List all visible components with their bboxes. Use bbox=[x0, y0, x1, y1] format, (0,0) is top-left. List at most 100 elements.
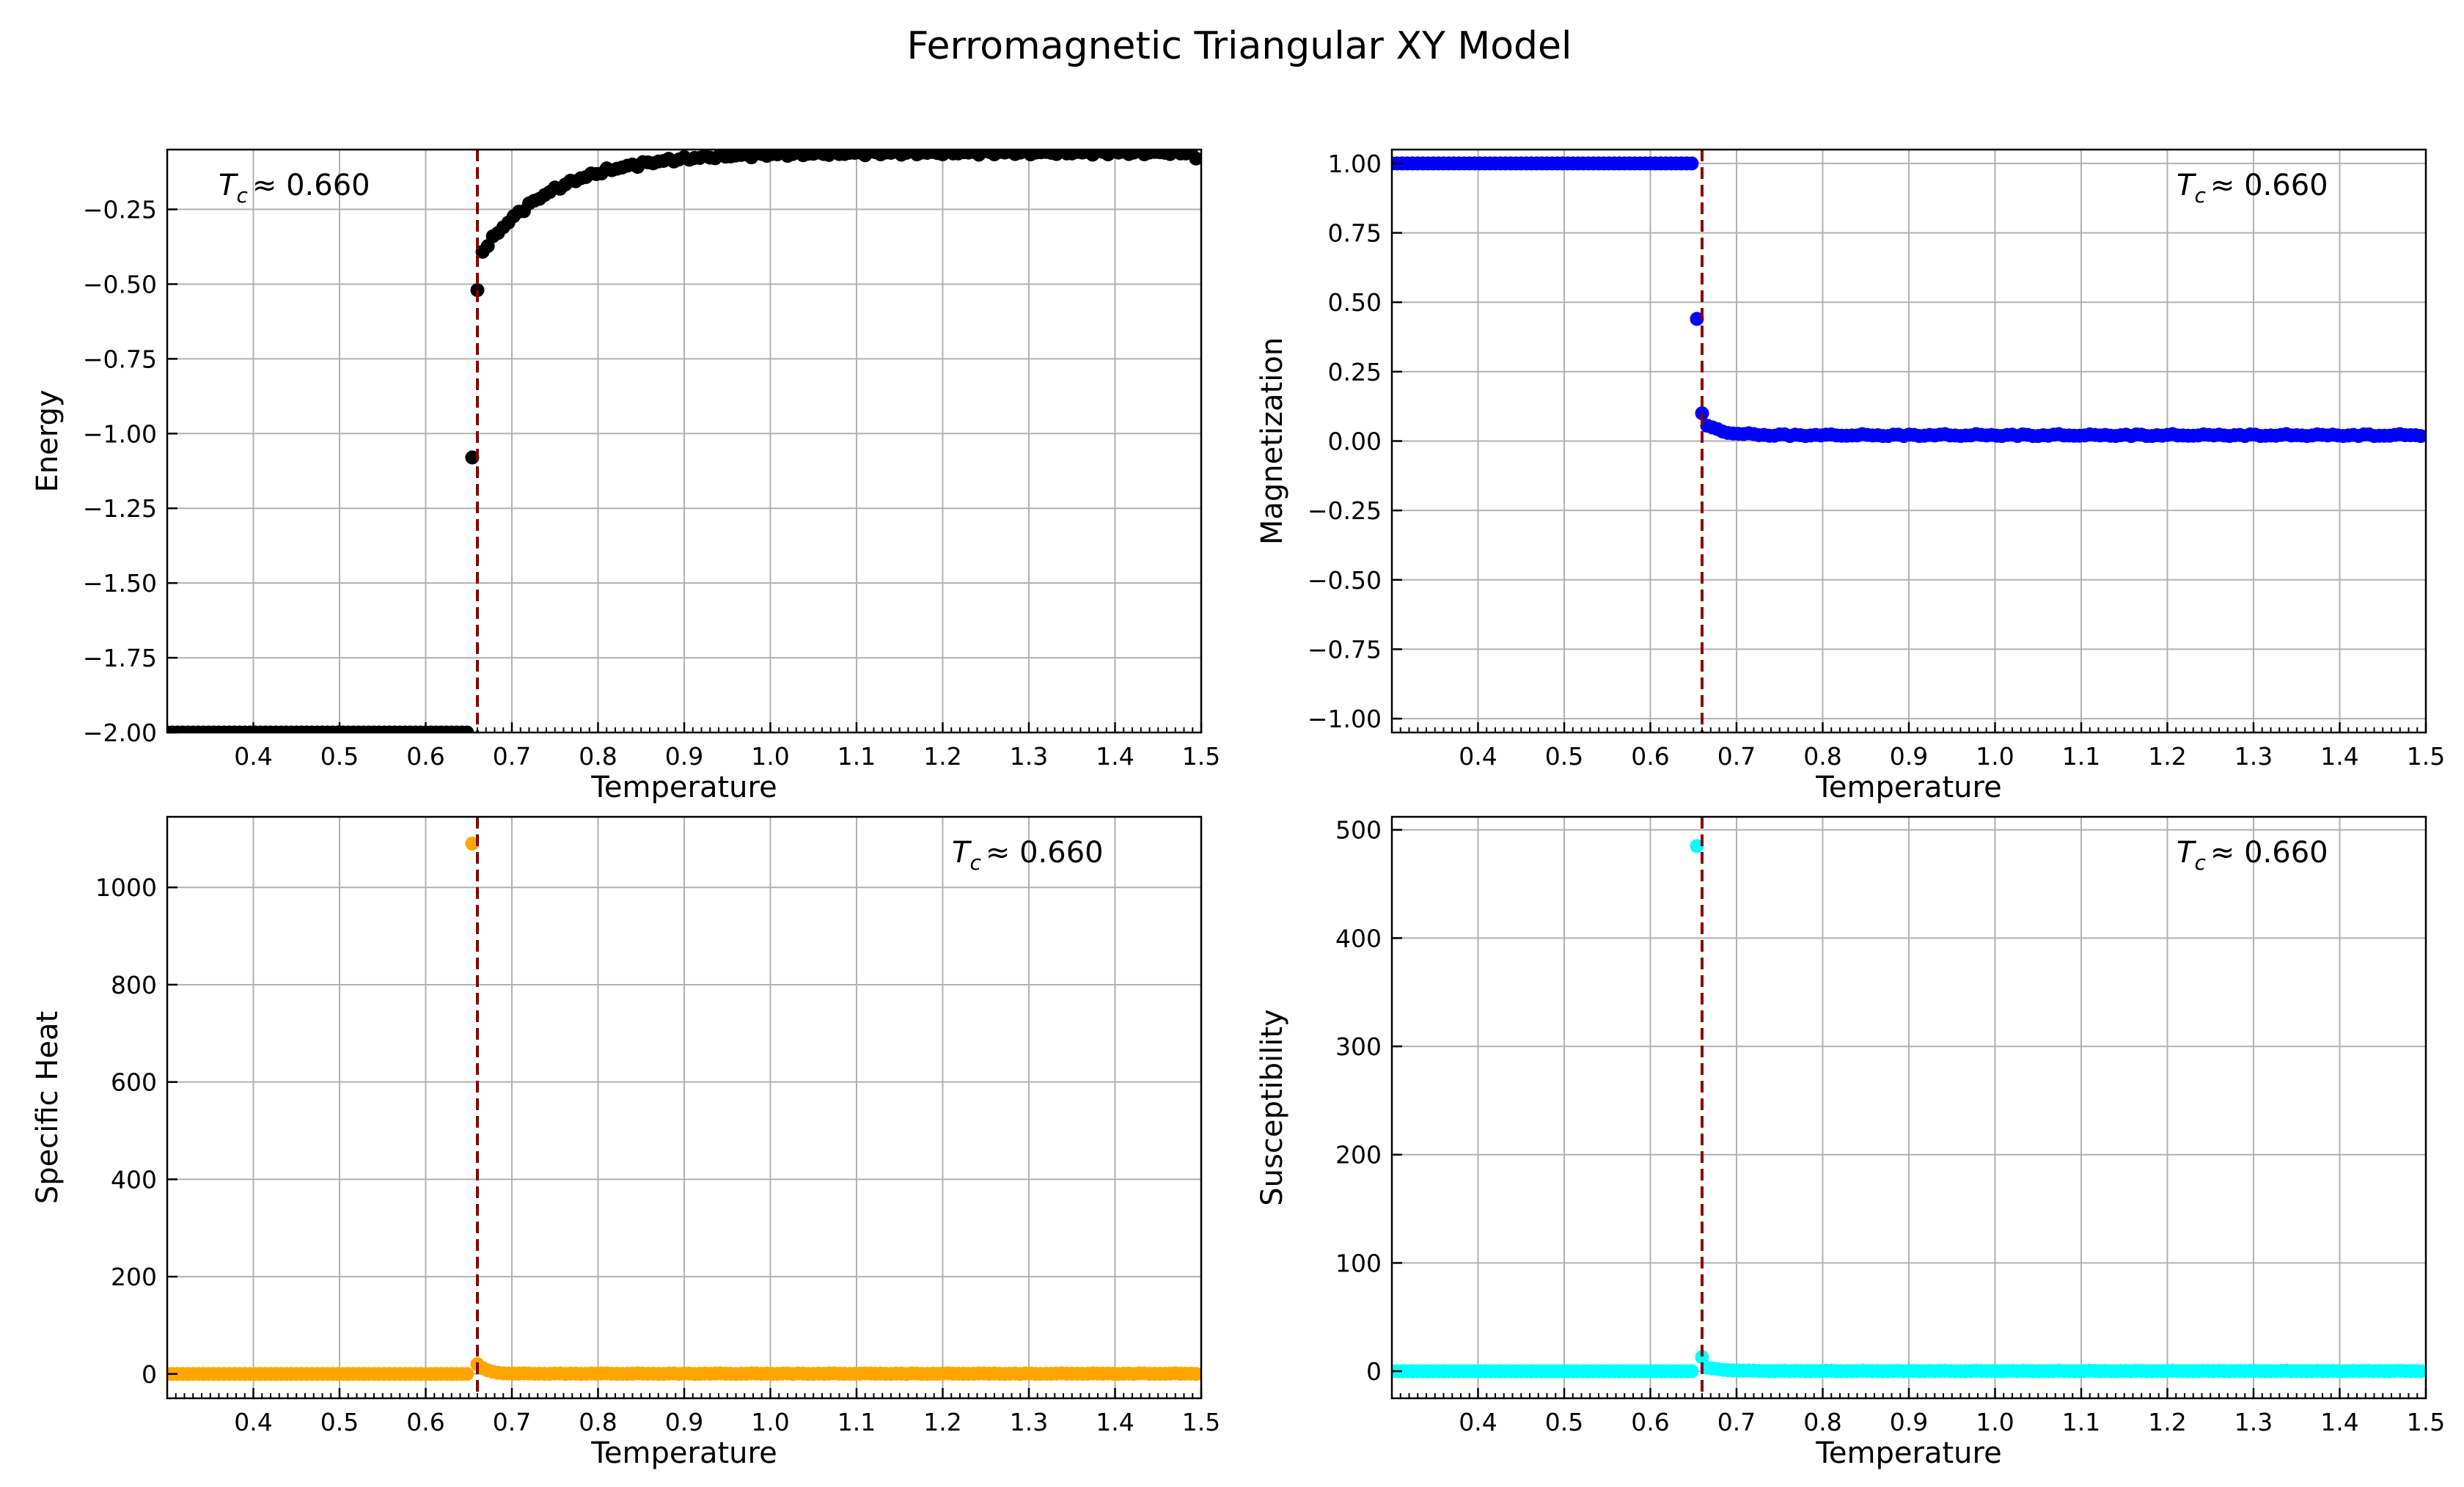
data-point bbox=[2413, 1364, 2426, 1378]
grid bbox=[1392, 817, 2427, 1398]
y-tick-label: 1000 bbox=[95, 873, 157, 902]
tc-symbol: T bbox=[2177, 836, 2197, 870]
x-tick-label: 1.3 bbox=[1010, 742, 1048, 771]
x-tick-label: 0.6 bbox=[406, 742, 444, 771]
x-tick-label: 1.5 bbox=[2407, 742, 2445, 771]
critical-temperature-label: Tc ≈ 0.660 bbox=[2177, 836, 2328, 875]
x-ticks: 0.4 0.5 0.6 0.7 0.8 0.9 1.0 1.1 1.2 1.3 1.4 1.5 bbox=[175, 1388, 1220, 1436]
grid bbox=[167, 817, 1202, 1398]
x-tick-label: 0.7 bbox=[493, 1408, 531, 1436]
y-tick-label: 800 bbox=[111, 971, 157, 999]
x-tick-label: 1.1 bbox=[837, 1408, 876, 1436]
y-tick-label: 400 bbox=[111, 1165, 157, 1194]
y-axis-label: Energy bbox=[31, 389, 65, 492]
data-point bbox=[1189, 151, 1201, 166]
data-points bbox=[167, 150, 1201, 733]
y-tick-label: 200 bbox=[111, 1263, 157, 1291]
y-tick-label: −1.75 bbox=[83, 644, 157, 672]
y-ticks: 0 100 200 300 400 500 bbox=[1335, 816, 1402, 1386]
x-tick-label: 0.9 bbox=[1890, 1408, 1928, 1436]
x-tick-label: 1.0 bbox=[1976, 1408, 2014, 1436]
y-axis-label: Susceptibility bbox=[1255, 1009, 1289, 1205]
x-tick-label: 0.5 bbox=[1545, 1408, 1583, 1436]
data-point bbox=[2413, 429, 2426, 444]
x-tick-label: 0.7 bbox=[1717, 1408, 1756, 1436]
x-tick-label: 0.8 bbox=[579, 1408, 617, 1436]
x-tick-label: 1.3 bbox=[1010, 1408, 1048, 1436]
tc-subscript: c bbox=[236, 183, 248, 208]
x-tick-label: 1.0 bbox=[1976, 742, 2014, 771]
tc-subscript: c bbox=[2194, 851, 2206, 875]
chart-panel-top-left: 0.4 0.5 0.6 0.7 0.8 0.9 1.0 1.1 1.2 1.3 1.4 1.5 −2.0… bbox=[31, 148, 1220, 804]
x-tick-label: 1.5 bbox=[1182, 1408, 1220, 1436]
x-tick-label: 0.4 bbox=[1459, 1408, 1497, 1436]
x-tick-label: 0.4 bbox=[1459, 742, 1497, 771]
x-tick-label: 1.3 bbox=[2234, 1408, 2273, 1436]
x-tick-label: 0.6 bbox=[406, 1408, 444, 1436]
y-ticks: −1.00 −0.75 −0.50 −0.25 0.00 0.25 0.50 0.75 1.00 bbox=[1308, 150, 1402, 733]
y-axis-label: Magnetization bbox=[1255, 337, 1289, 545]
x-tick-label: 0.8 bbox=[1803, 742, 1841, 771]
data-points bbox=[167, 836, 1201, 1381]
x-tick-label: 0.6 bbox=[1631, 1408, 1669, 1436]
x-tick-label: 0.4 bbox=[234, 742, 272, 771]
figure-title: Ferromagnetic Triangular XY Model bbox=[906, 24, 1572, 68]
data-points bbox=[1392, 839, 2426, 1378]
y-tick-label: 0 bbox=[1366, 1357, 1382, 1386]
x-tick-label: 0.7 bbox=[493, 742, 531, 771]
y-tick-label: 0 bbox=[142, 1360, 157, 1389]
y-tick-label: 0.75 bbox=[1328, 219, 1382, 248]
tc-value: ≈ 0.660 bbox=[2210, 169, 2328, 202]
y-tick-label: 0.25 bbox=[1328, 358, 1382, 386]
y-tick-label: −0.50 bbox=[1308, 566, 1382, 595]
tc-value: ≈ 0.660 bbox=[252, 169, 370, 202]
x-tick-label: 1.5 bbox=[1182, 742, 1220, 771]
x-tick-label: 0.9 bbox=[665, 742, 703, 771]
x-tick-label: 1.4 bbox=[1096, 1408, 1134, 1436]
y-tick-label: −1.50 bbox=[83, 569, 157, 598]
data-point bbox=[460, 1367, 474, 1381]
y-axis-label: Specific Heat bbox=[31, 1011, 65, 1204]
data-point bbox=[1695, 406, 1709, 421]
y-tick-label: 1.00 bbox=[1328, 150, 1382, 178]
tc-value: ≈ 0.660 bbox=[986, 836, 1104, 870]
data-point bbox=[460, 725, 474, 733]
x-tick-label: 1.5 bbox=[2407, 1408, 2445, 1436]
x-axis-label: Temperature bbox=[590, 1436, 777, 1470]
y-tick-label: 500 bbox=[1335, 816, 1382, 845]
x-axis-label: Temperature bbox=[1815, 1436, 2001, 1470]
x-tick-label: 0.4 bbox=[234, 1408, 272, 1436]
y-tick-label: 600 bbox=[111, 1068, 157, 1097]
x-tick-label: 0.9 bbox=[665, 1408, 703, 1436]
data-point bbox=[1690, 312, 1704, 326]
y-ticks: 0 200 400 600 800 1000 bbox=[95, 873, 177, 1389]
data-point bbox=[465, 450, 480, 465]
grid bbox=[167, 150, 1202, 733]
x-tick-label: 1.3 bbox=[2234, 742, 2273, 771]
x-tick-label: 0.6 bbox=[1631, 742, 1669, 771]
x-tick-label: 0.7 bbox=[1717, 742, 1756, 771]
chart-panel-top-right: 0.4 0.5 0.6 0.7 0.8 0.9 1.0 1.1 1.2 1.3 1.4 1.5 −1.0… bbox=[1255, 148, 2445, 804]
x-tick-label: 1.4 bbox=[1096, 742, 1134, 771]
x-tick-label: 0.5 bbox=[320, 742, 359, 771]
y-tick-label: −0.25 bbox=[83, 196, 157, 224]
x-tick-label: 1.2 bbox=[2148, 1408, 2186, 1436]
data-point bbox=[470, 283, 485, 298]
data-point bbox=[1690, 839, 1704, 853]
x-tick-label: 1.2 bbox=[923, 1408, 961, 1436]
x-tick-label: 1.1 bbox=[2062, 1408, 2100, 1436]
y-tick-label: −1.00 bbox=[83, 419, 157, 448]
y-tick-label: 300 bbox=[1335, 1032, 1382, 1061]
tc-value: ≈ 0.660 bbox=[2210, 836, 2328, 870]
tc-symbol: T bbox=[219, 169, 239, 202]
x-tick-label: 1.2 bbox=[2148, 742, 2186, 771]
x-tick-label: 1.1 bbox=[837, 742, 876, 771]
chart-panel-bottom-left: 0.4 0.5 0.6 0.7 0.8 0.9 1.0 1.1 1.2 1.3 1.4 1.5 0 200… bbox=[31, 815, 1220, 1470]
data-point bbox=[1189, 1367, 1201, 1381]
y-tick-label: −0.75 bbox=[1308, 635, 1382, 664]
critical-temperature-label: Tc ≈ 0.660 bbox=[2177, 169, 2328, 208]
critical-temperature-label: Tc ≈ 0.660 bbox=[219, 169, 370, 208]
x-tick-label: 1.0 bbox=[751, 742, 789, 771]
tc-symbol: T bbox=[952, 836, 972, 870]
